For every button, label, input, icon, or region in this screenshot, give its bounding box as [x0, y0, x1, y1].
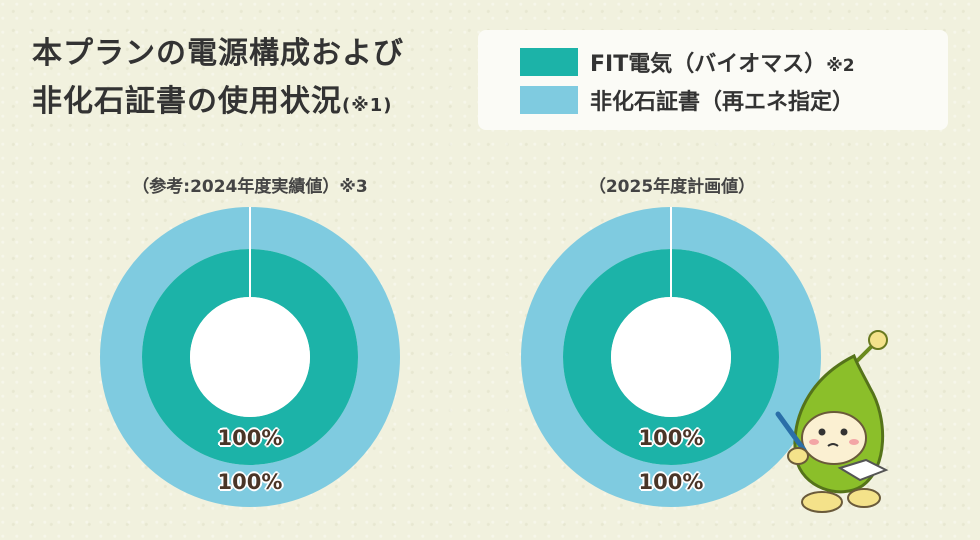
heading-line-2-text: 非化石証書の使用状況: [32, 84, 342, 119]
legend-swatch-certificate: [520, 86, 578, 114]
inner-value-label-2024: 100%: [217, 426, 283, 450]
legend-label-fit-text: FIT電気（バイオマス）: [590, 52, 827, 77]
heading-note: (※1): [342, 95, 393, 116]
donut-chart-2025: [521, 207, 821, 507]
heading-line-2: 非化石証書の使用状況(※1): [32, 78, 404, 130]
inner-value-label-2025: 100%: [638, 426, 704, 450]
legend-item-certificate: 非化石証書（再エネ指定）: [520, 82, 948, 118]
mascot-cheek-left: [809, 439, 819, 445]
mascot-illustration: [775, 330, 889, 513]
chart-title-2025: （2025年度計画値）: [588, 177, 756, 197]
legend-swatch-fit: [520, 48, 578, 76]
mascot-notebook: [837, 458, 889, 482]
donut-hole: [190, 297, 310, 417]
legend-note-fit: ※2: [826, 56, 855, 76]
legend-label-certificate: 非化石証書（再エネ指定）: [590, 90, 855, 115]
donut-hole: [611, 297, 731, 417]
mascot-foot-right: [847, 488, 881, 508]
legend-label-fit: FIT電気（バイオマス）※2: [590, 46, 855, 78]
chart-title-2024: （参考:2024年度実績値）※3: [132, 177, 368, 197]
donut-chart-2024: [100, 207, 400, 507]
chart-heading: 本プランの電源構成および 非化石証書の使用状況(※1): [32, 30, 404, 130]
mascot-cheek-right: [849, 439, 859, 445]
mascot-hand: [787, 447, 809, 465]
mascot-eye-left: [818, 428, 826, 436]
mascot-eye-right: [840, 428, 848, 436]
mascot-pencil: [775, 411, 807, 453]
outer-value-label-2024: 100%: [217, 470, 283, 494]
mascot-antenna-ball: [868, 330, 888, 350]
outer-value-label-2025: 100%: [638, 470, 704, 494]
legend-item-fit: FIT電気（バイオマス）※2: [520, 44, 948, 80]
mascot-mouth: [827, 443, 839, 447]
heading-line-1: 本プランの電源構成および: [32, 36, 404, 71]
mascot-foot-left: [801, 491, 843, 513]
legend: FIT電気（バイオマス）※2 非化石証書（再エネ指定）: [478, 30, 948, 130]
mascot-face: [801, 411, 867, 465]
